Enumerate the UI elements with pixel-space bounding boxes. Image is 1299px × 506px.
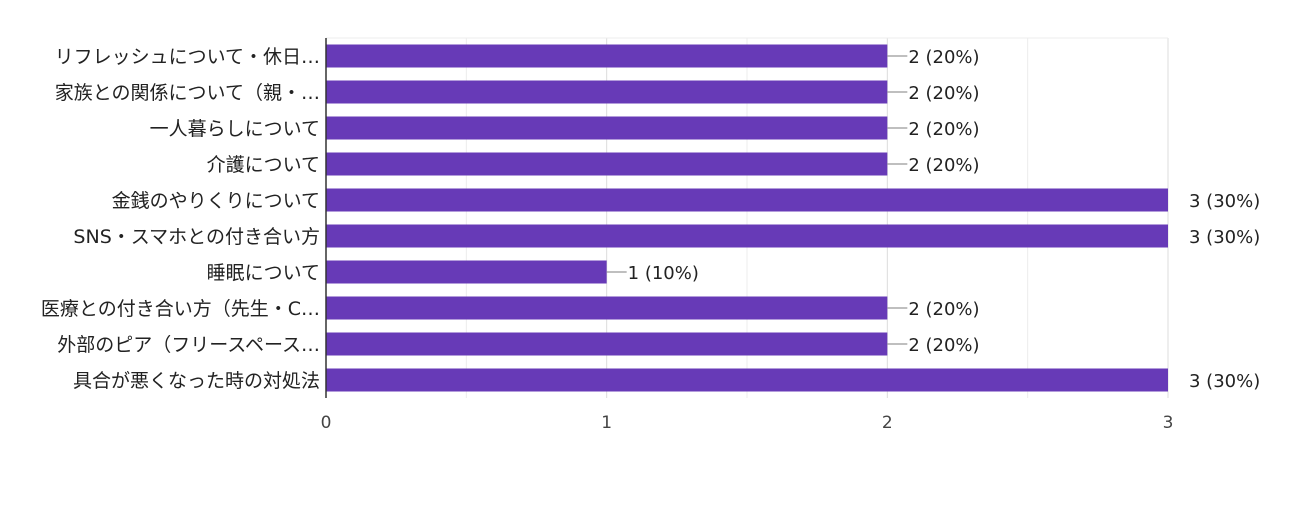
bar-9 [326, 368, 1168, 392]
category-label-4: 金銭のやりくりについて [112, 190, 320, 212]
bar-0 [326, 44, 888, 68]
value-label-6: 1 (10%) [628, 263, 699, 284]
bars-group [326, 44, 1168, 392]
x-tick-label-2: 2 [882, 413, 893, 433]
labels-group: リフレッシュについて・休日… 2 (20%) 家族との関係について（親・… 2 (20… [41, 46, 1260, 392]
value-label-4: 3 (30%) [1189, 191, 1260, 212]
bar-2 [326, 116, 888, 140]
category-label-8: 外部のピア（フリースペース… [57, 334, 320, 356]
x-tick-label-3: 3 [1163, 413, 1174, 433]
bar-3 [326, 152, 888, 176]
bar-6 [326, 260, 607, 284]
bar-5 [326, 224, 1168, 248]
category-label-3: 介護について [207, 154, 320, 176]
value-label-3: 2 (20%) [908, 155, 979, 176]
x-tick-label-0: 0 [321, 413, 332, 433]
value-label-5: 3 (30%) [1189, 227, 1260, 248]
bar-1 [326, 80, 888, 104]
bar-4 [326, 188, 1168, 212]
category-label-9: 具合が悪くなった時の対処法 [73, 370, 320, 392]
value-label-0: 2 (20%) [908, 47, 979, 68]
category-label-7: 医療との付き合い方（先生・C… [41, 298, 320, 320]
category-label-6: 睡眠について [207, 262, 320, 284]
axis-group: 0 1 2 3 [321, 38, 1174, 433]
x-tick-label-1: 1 [601, 413, 612, 433]
value-label-9: 3 (30%) [1189, 371, 1260, 392]
value-label-2: 2 (20%) [908, 119, 979, 140]
category-label-5: SNS・スマホとの付き合い方 [73, 226, 320, 248]
bar-7 [326, 296, 888, 320]
value-label-1: 2 (20%) [908, 83, 979, 104]
category-label-0: リフレッシュについて・休日… [55, 46, 320, 68]
category-label-1: 家族との関係について（親・… [55, 82, 320, 104]
value-label-8: 2 (20%) [908, 335, 979, 356]
value-label-7: 2 (20%) [908, 299, 979, 320]
category-label-2: 一人暮らしについて [150, 118, 320, 140]
bar-8 [326, 332, 888, 356]
